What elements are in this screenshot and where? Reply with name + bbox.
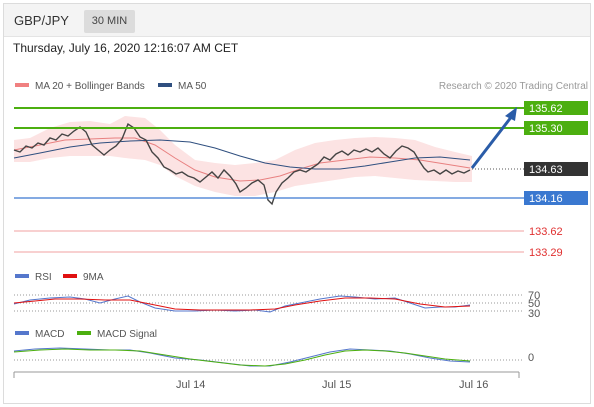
legend-ma50: MA 50 xyxy=(158,81,206,92)
chart-datetime: Thursday, July 16, 2020 12:16:07 AM CET xyxy=(13,41,239,55)
legend-swatch-macd-signal xyxy=(77,331,91,336)
macd-line xyxy=(13,347,471,367)
price-line xyxy=(13,122,471,206)
level-label-133-29: 133.29 xyxy=(529,247,563,259)
macd-signal-line xyxy=(13,348,471,367)
rsi-label-70: 70 xyxy=(528,290,540,302)
level-box-134-16 xyxy=(524,191,588,205)
ma50-line xyxy=(13,139,471,170)
legend-swatch-ma20 xyxy=(15,83,29,88)
x-axis-label-jul14: Jul 14 xyxy=(176,379,205,391)
legend-label-ma50: MA 50 xyxy=(178,81,207,92)
x-axis-label-jul15: Jul 15 xyxy=(322,379,351,391)
bollinger-band xyxy=(14,116,472,196)
level-label-135-30: 135.30 xyxy=(529,123,563,135)
level-box-135-30 xyxy=(524,121,588,135)
level-box-134-63 xyxy=(524,162,588,176)
ma20-line xyxy=(13,137,471,182)
forecast-arrow-line xyxy=(470,115,514,169)
legend-rsi: RSI xyxy=(15,272,52,283)
legend-label-macd-signal: MACD Signal xyxy=(97,329,158,340)
legend-label-rsi: RSI xyxy=(35,272,52,283)
legend-swatch-macd xyxy=(15,331,29,336)
legend-label-ma20: MA 20 + Bollinger Bands xyxy=(35,81,145,92)
legend-label-9ma: 9MA xyxy=(83,272,104,283)
legend-swatch-ma50 xyxy=(158,83,172,88)
legend-9ma: 9MA xyxy=(63,272,104,283)
legend-label-macd: MACD xyxy=(35,329,65,340)
macd-zero-label: 0 xyxy=(528,352,534,364)
research-credit: Research © 2020 Trading Central xyxy=(438,81,588,92)
rsi-label-50: 50 xyxy=(528,298,540,310)
level-label-134-16: 134.16 xyxy=(529,193,563,205)
symbol-label: GBP/JPY xyxy=(14,13,69,28)
level-box-135-62 xyxy=(524,101,588,115)
level-label-133-62: 133.62 xyxy=(529,226,563,238)
legend-ma20-bollinger: MA 20 + Bollinger Bands xyxy=(15,81,145,92)
legend-swatch-rsi xyxy=(15,274,29,279)
chart-header: GBP/JPY 30 MIN xyxy=(4,4,590,37)
x-axis-label-jul16: Jul 16 xyxy=(459,379,488,391)
level-label-134-63: 134.63 xyxy=(529,164,563,176)
legend-swatch-9ma xyxy=(63,274,77,279)
rsi-9ma-line xyxy=(13,297,471,311)
legend-macd-signal: MACD Signal xyxy=(77,329,157,340)
timeframe-button[interactable]: 30 MIN xyxy=(84,10,135,33)
legend-macd: MACD xyxy=(15,329,64,340)
rsi-label-30: 30 xyxy=(528,308,540,320)
chart-widget: GBP/JPY 30 MIN xyxy=(3,3,591,404)
level-label-135-62: 135.62 xyxy=(529,103,563,115)
forecast-arrow-head xyxy=(505,107,517,121)
